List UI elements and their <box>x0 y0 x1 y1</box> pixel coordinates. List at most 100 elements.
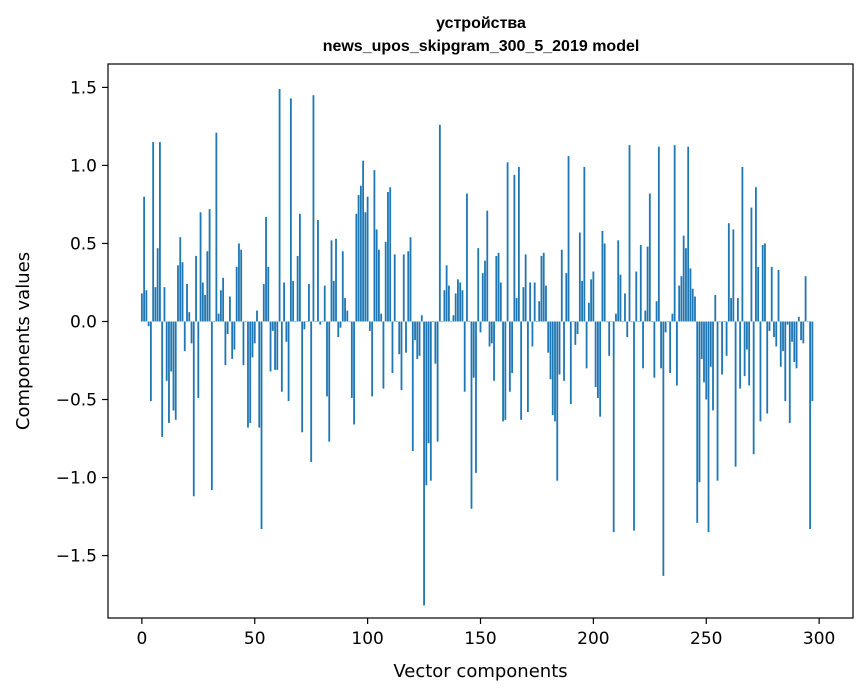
bar <box>786 321 789 325</box>
bar <box>400 321 403 391</box>
bar <box>630 321 633 323</box>
bar <box>635 271 638 322</box>
bar <box>804 276 807 322</box>
bar <box>170 321 173 372</box>
x-tick-label: 150 <box>464 629 496 649</box>
bar <box>601 230 604 322</box>
bar <box>648 193 651 322</box>
bar <box>791 321 793 342</box>
bar <box>788 321 791 423</box>
y-tick-label: −1.0 <box>56 469 97 489</box>
bar <box>777 269 780 322</box>
bar <box>673 145 676 322</box>
bar <box>199 212 202 322</box>
bar <box>411 321 414 452</box>
y-tick-label: 1.5 <box>70 78 97 98</box>
bar <box>389 187 392 322</box>
bar <box>721 321 723 375</box>
bar <box>617 240 620 322</box>
bar <box>703 321 705 383</box>
bar <box>504 321 507 420</box>
bar <box>181 262 184 322</box>
bar <box>425 321 428 486</box>
bar <box>565 273 568 322</box>
bar <box>723 321 726 323</box>
bar <box>764 243 766 322</box>
bar <box>188 312 191 322</box>
bar <box>355 213 358 322</box>
bar <box>800 321 802 341</box>
bar <box>484 260 486 322</box>
bar <box>409 237 412 322</box>
bar <box>201 282 204 322</box>
bar <box>741 167 744 322</box>
bar <box>244 321 247 323</box>
bar <box>657 146 660 322</box>
bar <box>276 321 279 370</box>
bar <box>761 245 764 322</box>
bar <box>488 321 491 347</box>
bar <box>143 196 146 322</box>
bar <box>407 251 410 322</box>
bar <box>229 296 231 322</box>
bar <box>536 321 538 323</box>
bar <box>368 321 371 331</box>
bar <box>213 321 216 323</box>
bar <box>301 321 304 433</box>
bar <box>235 266 238 322</box>
bars-group <box>140 88 814 606</box>
bar <box>391 321 394 373</box>
bar <box>709 321 712 367</box>
bar <box>628 145 631 322</box>
bar <box>481 273 484 322</box>
bar <box>330 240 333 322</box>
bar <box>217 313 220 322</box>
bar <box>662 321 665 576</box>
bar <box>646 246 649 322</box>
bar <box>567 156 570 322</box>
bar <box>782 321 784 352</box>
bar <box>752 321 755 455</box>
bar <box>531 321 534 347</box>
bar <box>689 268 692 322</box>
bar <box>147 321 150 327</box>
bar <box>179 237 182 322</box>
bar <box>745 321 748 350</box>
bar <box>671 313 674 322</box>
bar <box>450 321 453 323</box>
bar <box>705 321 708 400</box>
bar <box>416 321 419 359</box>
bar <box>251 321 254 358</box>
bar <box>328 321 331 442</box>
chart-subtitle: news_upos_skipgram_300_5_2019 model <box>323 38 640 55</box>
bar <box>678 285 681 322</box>
bar <box>353 321 355 425</box>
bar <box>511 321 514 373</box>
bar <box>339 321 342 328</box>
bar <box>219 290 222 322</box>
bar <box>676 321 678 386</box>
bar <box>195 255 197 322</box>
bar <box>560 249 563 322</box>
x-tick-label: 250 <box>690 629 722 649</box>
bar <box>490 321 493 344</box>
bar <box>326 321 328 397</box>
bar <box>811 321 814 402</box>
bar <box>366 196 369 322</box>
bar <box>714 294 717 322</box>
bar <box>393 254 396 322</box>
bar <box>258 321 261 428</box>
bar <box>174 321 177 420</box>
bar <box>271 321 274 331</box>
bar <box>344 298 346 322</box>
bar <box>382 321 385 389</box>
bar <box>348 321 351 323</box>
bar <box>750 207 753 322</box>
bar <box>666 321 669 323</box>
bar <box>197 321 200 398</box>
bar <box>468 321 471 323</box>
bar <box>486 210 489 322</box>
bar <box>766 321 769 414</box>
bar <box>540 255 543 322</box>
bar <box>513 174 516 322</box>
